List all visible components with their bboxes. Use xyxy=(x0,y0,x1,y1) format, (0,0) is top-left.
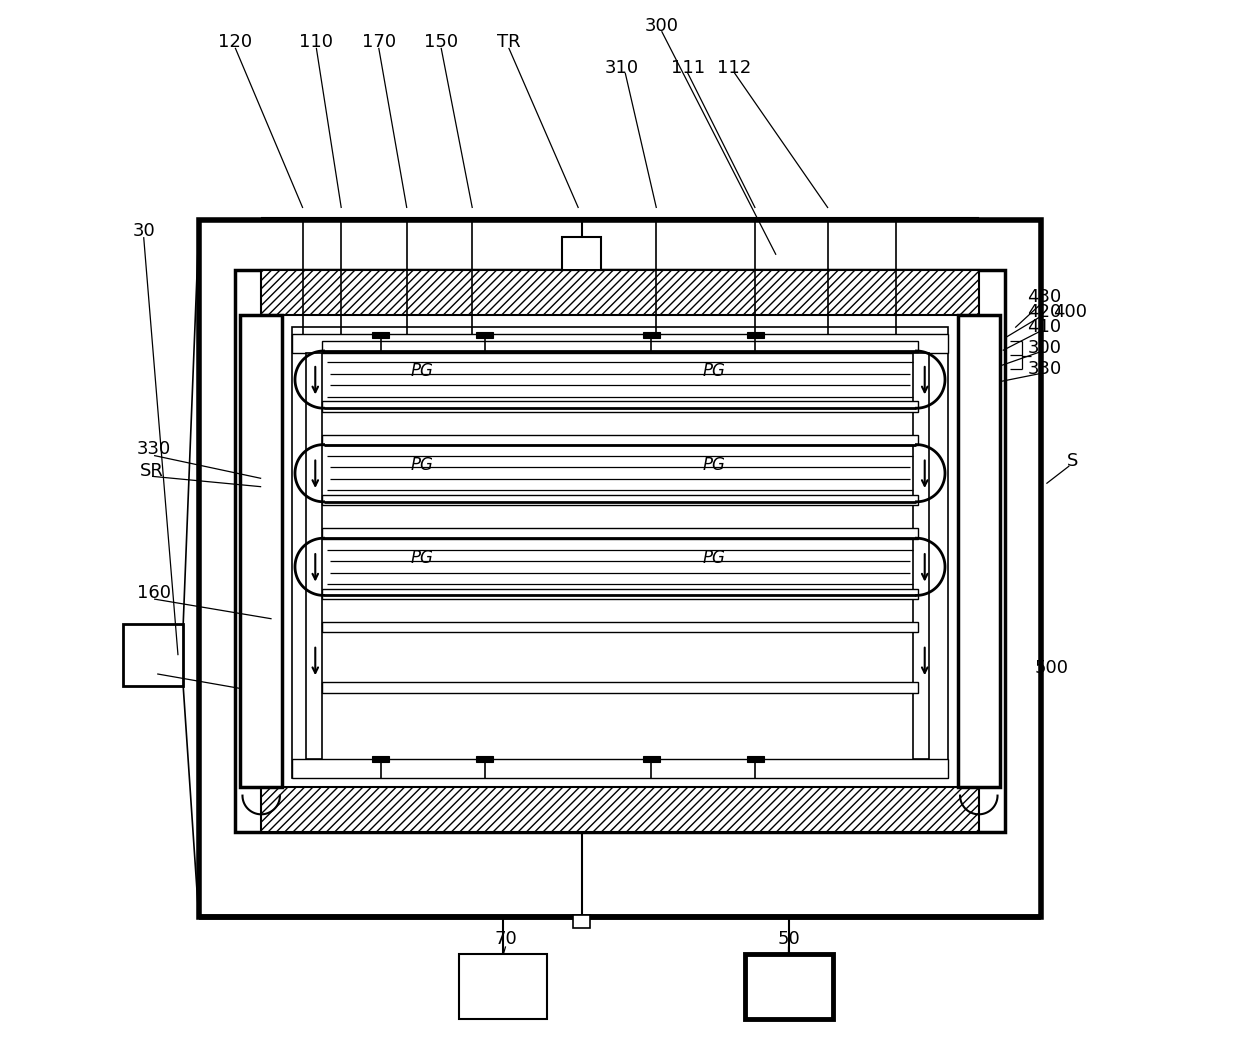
Text: TR: TR xyxy=(497,32,521,51)
Text: 300: 300 xyxy=(645,17,678,35)
Bar xyxy=(959,315,999,787)
Text: PG: PG xyxy=(702,362,725,381)
Bar xyxy=(123,624,184,686)
Bar xyxy=(476,332,494,338)
Text: 170: 170 xyxy=(362,32,396,51)
Text: 400: 400 xyxy=(1053,303,1087,321)
Text: 500: 500 xyxy=(1034,658,1069,677)
Bar xyxy=(321,435,919,445)
Bar xyxy=(293,759,947,778)
Bar xyxy=(642,332,660,338)
Bar xyxy=(321,589,919,599)
Bar xyxy=(198,220,1042,917)
Bar xyxy=(321,495,919,505)
Text: 70: 70 xyxy=(495,930,517,948)
Text: PG: PG xyxy=(702,456,725,474)
Bar xyxy=(321,528,919,539)
Text: 110: 110 xyxy=(299,32,334,51)
Text: 112: 112 xyxy=(717,58,751,77)
Text: 310: 310 xyxy=(605,58,639,77)
Bar xyxy=(573,915,590,928)
Bar xyxy=(372,756,389,762)
Text: 430: 430 xyxy=(1027,288,1061,307)
Text: 330: 330 xyxy=(1027,360,1061,379)
Text: S: S xyxy=(1066,451,1078,470)
Bar xyxy=(293,327,947,778)
Bar xyxy=(321,622,919,632)
Text: PG: PG xyxy=(410,362,434,381)
Bar xyxy=(745,954,833,1019)
Bar xyxy=(642,756,660,762)
Bar xyxy=(236,270,1004,832)
Bar xyxy=(293,334,947,353)
Bar xyxy=(321,341,919,352)
Bar xyxy=(262,787,978,832)
Text: 50: 50 xyxy=(777,930,800,948)
Text: SR: SR xyxy=(140,462,164,480)
Bar xyxy=(914,353,929,759)
Bar xyxy=(459,954,547,1019)
Text: PG: PG xyxy=(410,456,434,474)
Bar xyxy=(321,682,919,693)
Text: 111: 111 xyxy=(671,58,704,77)
Text: 300: 300 xyxy=(1027,339,1061,358)
Text: 500: 500 xyxy=(140,658,174,677)
Text: 150: 150 xyxy=(424,32,459,51)
Bar xyxy=(476,756,494,762)
Bar xyxy=(746,332,764,338)
Text: PG: PG xyxy=(410,549,434,568)
Text: 120: 120 xyxy=(218,32,252,51)
Bar xyxy=(262,270,978,315)
Text: 30: 30 xyxy=(133,222,155,240)
Bar xyxy=(746,756,764,762)
Text: 330: 330 xyxy=(136,440,171,459)
Text: 420: 420 xyxy=(1027,303,1061,321)
Bar xyxy=(321,401,919,412)
Bar xyxy=(372,332,389,338)
Bar xyxy=(562,237,601,270)
Bar xyxy=(241,315,281,787)
Text: 410: 410 xyxy=(1027,317,1061,336)
Bar xyxy=(306,353,321,759)
Text: 160: 160 xyxy=(138,583,171,602)
Text: PG: PG xyxy=(702,549,725,568)
